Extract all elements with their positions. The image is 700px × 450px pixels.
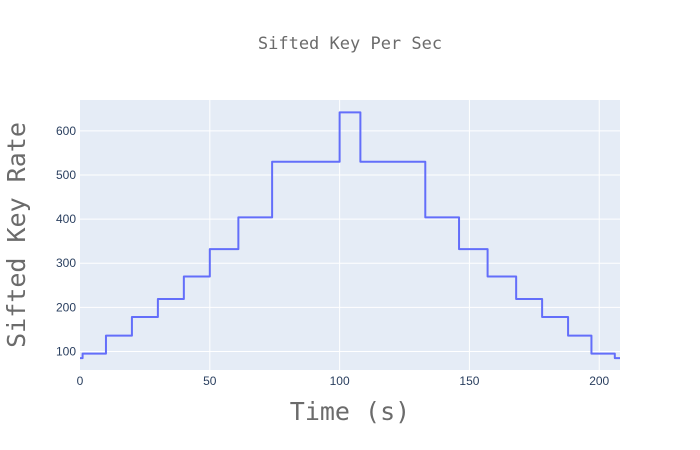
series-group bbox=[80, 111, 620, 360]
x-axis-title: Time (s) bbox=[290, 397, 410, 426]
x-tick-label-2: 100 bbox=[330, 374, 350, 388]
gridlines bbox=[80, 100, 620, 370]
x-tick-label-3: 150 bbox=[459, 374, 479, 388]
x-axis-ticks: 0 50 100 150 200 bbox=[77, 374, 610, 388]
y-tick-label-2: 300 bbox=[56, 256, 76, 270]
y-tick-label-4: 500 bbox=[56, 168, 76, 182]
x-tick-label-0: 0 bbox=[77, 374, 84, 388]
chart-title: Sifted Key Per Sec bbox=[258, 34, 442, 54]
y-tick-label-0: 100 bbox=[56, 344, 76, 358]
x-tick-label-4: 200 bbox=[589, 374, 609, 388]
series-line-0 bbox=[80, 111, 620, 360]
y-tick-label-3: 400 bbox=[56, 212, 76, 226]
y-axis-title: Sifted Key Rate bbox=[2, 122, 31, 348]
y-axis-ticks: 100 200 300 400 500 600 bbox=[56, 124, 76, 359]
x-tick-label-1: 50 bbox=[203, 374, 217, 388]
y-tick-label-5: 600 bbox=[56, 124, 76, 138]
y-tick-label-1: 200 bbox=[56, 300, 76, 314]
plot-area bbox=[80, 100, 620, 370]
